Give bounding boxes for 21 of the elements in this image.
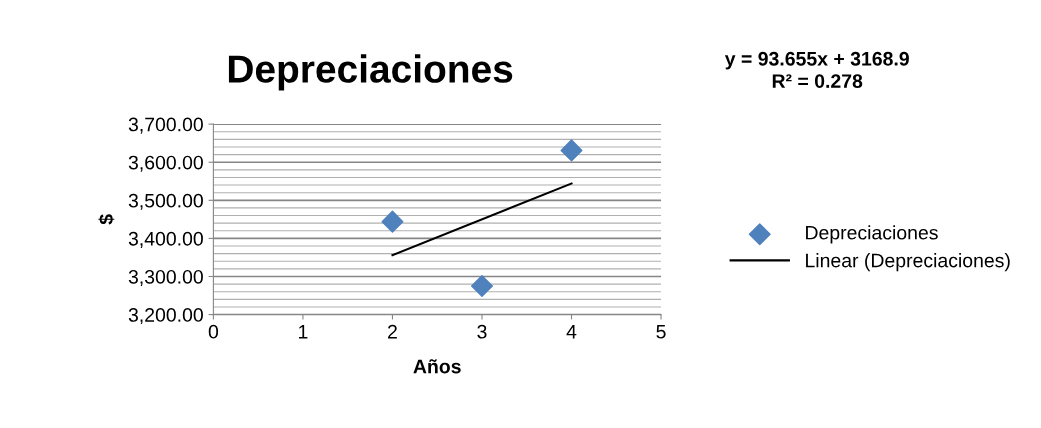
y-tick-label: 3,700.00 (128, 117, 203, 134)
chart-title: Depreciaciones (228, 54, 513, 91)
point (381, 210, 404, 233)
x-tick-label: 5 (656, 325, 666, 339)
point (560, 139, 583, 162)
y-tick-label: 3,500.00 (128, 193, 203, 210)
x-tick-label: 4 (566, 325, 577, 339)
x-tick-label: 1 (299, 325, 308, 339)
x-axis-title: Años (413, 359, 461, 374)
text: y = 93.655x + 3168.9 R² = 0.278 (724, 51, 909, 88)
y-axis-title: $ (98, 214, 115, 225)
x-tick-label: 0 (208, 324, 219, 339)
legend-label: Depreciaciones (806, 225, 938, 244)
legend-label: Linear (Depreciaciones) (806, 253, 1010, 272)
y-tick-label: 3,300.00 (128, 269, 203, 287)
y-tick-label: 3,600.00 (128, 155, 203, 172)
x-tick-label: 3 (477, 324, 487, 339)
x-tick-label: 2 (388, 324, 397, 339)
point (470, 275, 493, 298)
y-tick-label: 3,200.00 (128, 308, 203, 325)
y-tick-label: 3,400.00 (128, 231, 203, 248)
